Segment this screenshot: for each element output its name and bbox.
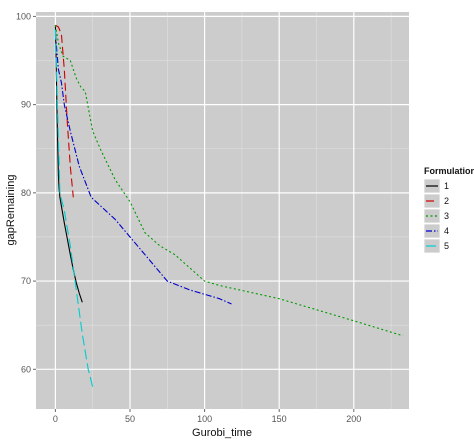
series-line-5 <box>54 29 94 388</box>
y-axis-title: gapRemaining <box>5 175 17 246</box>
x-tick-label: 0 <box>53 414 58 424</box>
legend-title: Formulation <box>424 166 474 176</box>
x-tick-label: 50 <box>125 414 135 424</box>
major-gridlines <box>36 12 409 409</box>
series-line-1 <box>54 25 83 303</box>
series-layer <box>54 24 404 388</box>
minor-gridlines <box>36 12 409 409</box>
series-line-2 <box>55 24 74 198</box>
legend: Formulation 1 2 3 4 5 <box>423 166 474 254</box>
y-tick-label: 80 <box>21 188 31 198</box>
legend-label-2: 2 <box>444 196 449 206</box>
y-tick-label: 90 <box>21 100 31 110</box>
y-axis: 60 70 80 90 100 <box>16 11 36 374</box>
plot-panel <box>36 12 409 409</box>
series-line-3 <box>54 25 404 337</box>
y-tick-label: 70 <box>21 276 31 286</box>
legend-label-1: 1 <box>444 181 449 191</box>
x-axis-title: Gurobi_time <box>192 427 252 439</box>
x-tick-label: 200 <box>346 414 361 424</box>
x-tick-label: 100 <box>197 414 212 424</box>
legend-label-3: 3 <box>444 211 449 221</box>
series-line-4 <box>54 34 232 305</box>
x-axis: 0 50 100 150 200 <box>53 409 361 424</box>
y-tick-label: 100 <box>16 11 31 21</box>
legend-label-5: 5 <box>444 241 449 251</box>
legend-label-4: 4 <box>444 226 449 236</box>
x-tick-label: 150 <box>272 414 287 424</box>
y-tick-label: 60 <box>21 364 31 374</box>
